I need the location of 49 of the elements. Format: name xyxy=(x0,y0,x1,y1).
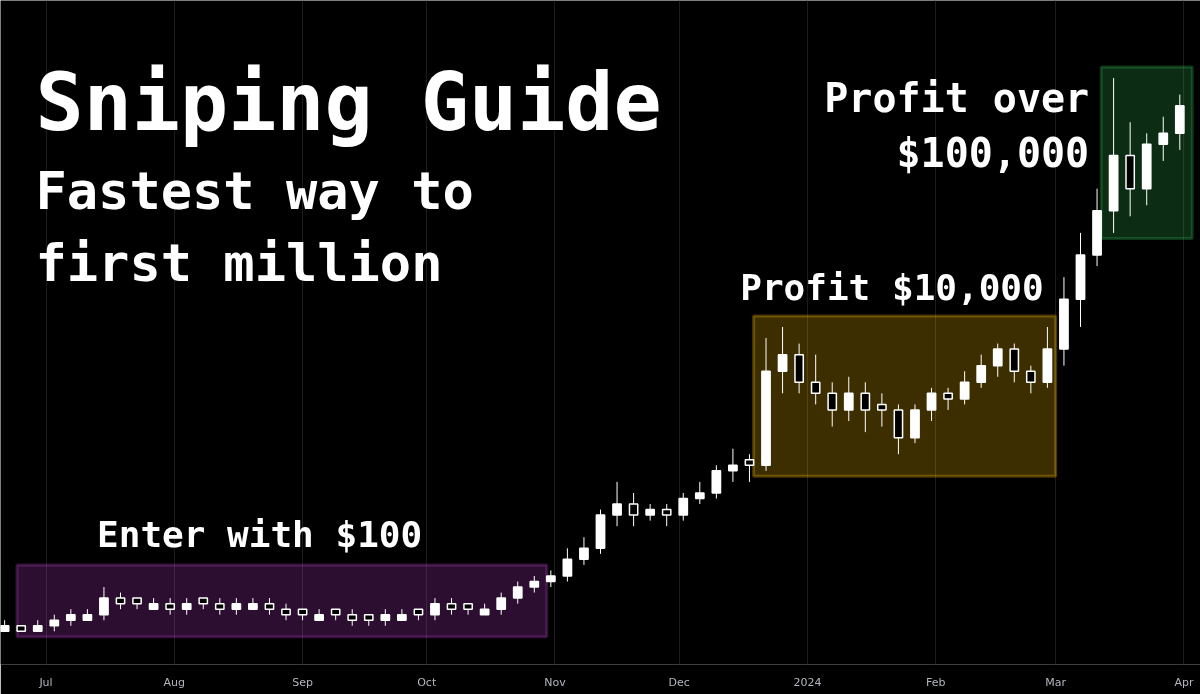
candlestick xyxy=(512,581,523,605)
candlestick xyxy=(744,453,755,483)
candlestick xyxy=(132,597,142,610)
candlestick xyxy=(1025,365,1036,394)
candlestick xyxy=(99,586,109,621)
band-label: Profit over $100,000 xyxy=(824,74,1090,177)
candlestick xyxy=(876,392,887,428)
x-tick-label: Sep xyxy=(292,675,313,689)
chart-title: Sniping Guide xyxy=(35,55,662,149)
x-tick-label: Mar xyxy=(1045,675,1067,689)
x-tick-label: Jul xyxy=(38,675,53,689)
candlestick xyxy=(711,464,722,499)
candlestick xyxy=(678,492,689,522)
text: Fastest way to first million xyxy=(35,160,474,293)
candlestick xyxy=(579,536,589,566)
band-label: Enter with $100 xyxy=(97,513,423,555)
candlestick xyxy=(728,448,738,483)
x-tick-label: Aug xyxy=(163,675,186,689)
candlestick xyxy=(661,503,672,527)
candlestick xyxy=(1158,116,1169,162)
x-tick-label: Nov xyxy=(544,675,567,689)
candlestick xyxy=(777,326,788,394)
candlestick xyxy=(959,370,970,405)
candlestick xyxy=(396,608,407,621)
candlestick xyxy=(496,592,507,616)
candlestick xyxy=(430,597,440,621)
x-tick-label: Apr xyxy=(1174,675,1194,689)
band-label: Profit $10,000 xyxy=(740,266,1044,308)
candlestick xyxy=(314,608,325,621)
x-tick-label: Feb xyxy=(925,675,946,689)
candlestick xyxy=(976,354,987,389)
candlestick xyxy=(827,381,838,428)
candlestick xyxy=(992,343,1003,378)
candlestick xyxy=(612,481,622,527)
candlestick xyxy=(860,381,871,433)
candlestick xyxy=(248,597,258,610)
candlestick xyxy=(926,387,937,422)
candlestick xyxy=(810,354,821,405)
candlestick xyxy=(1009,343,1020,383)
candlestick xyxy=(562,547,573,582)
x-tick-label: Dec xyxy=(668,675,690,689)
candlestick xyxy=(281,603,291,621)
candlestick xyxy=(463,602,473,616)
x-tick-label: Oct xyxy=(417,675,437,689)
candlestick xyxy=(628,492,639,527)
x-tick-label: 2024 xyxy=(793,675,822,689)
candlestick xyxy=(694,481,705,505)
candlestick xyxy=(943,387,953,411)
candlestick xyxy=(843,376,854,422)
